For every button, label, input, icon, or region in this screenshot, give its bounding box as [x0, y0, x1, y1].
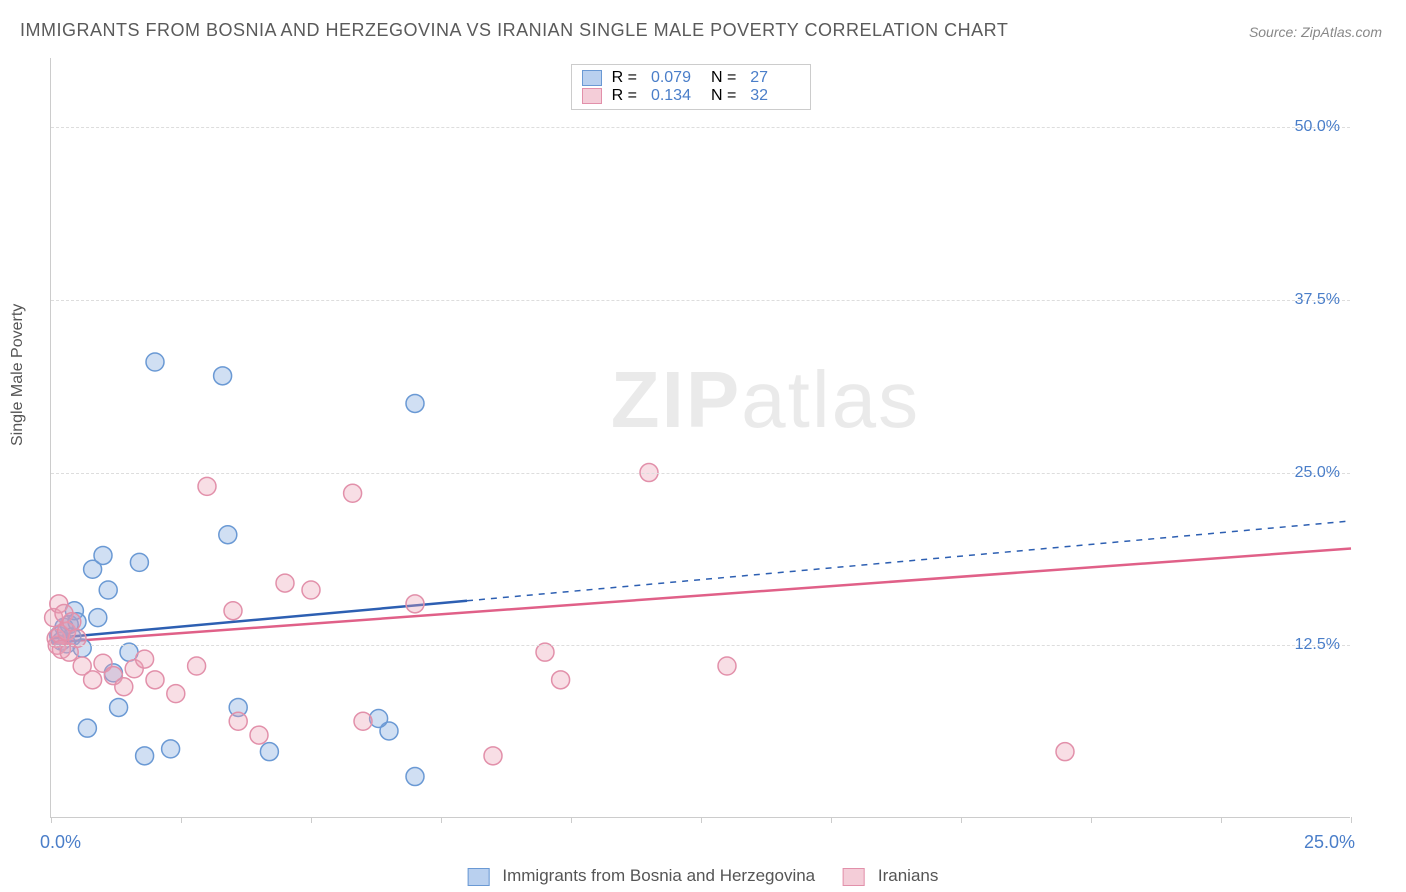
- x-tick-mark: [1091, 817, 1092, 823]
- x-tick-mark: [181, 817, 182, 823]
- data-point-series-1: [484, 747, 502, 765]
- x-axis-max-label: 25.0%: [1304, 832, 1355, 853]
- data-point-series-1: [63, 613, 81, 631]
- data-point-series-1: [718, 657, 736, 675]
- legend-item-1: Iranians: [843, 866, 938, 886]
- data-point-series-1: [1056, 743, 1074, 761]
- legend-bottom-swatch-0: [468, 868, 490, 886]
- data-point-series-1: [167, 685, 185, 703]
- data-point-series-1: [344, 484, 362, 502]
- x-tick-mark: [571, 817, 572, 823]
- data-point-series-1: [84, 671, 102, 689]
- chart-area: ZIPatlas R = 0.079 N = 27 R = 0.134 N = …: [50, 58, 1350, 818]
- y-tick-label: 50.0%: [1295, 118, 1340, 136]
- data-point-series-1: [146, 671, 164, 689]
- x-tick-mark: [1221, 817, 1222, 823]
- x-tick-mark: [441, 817, 442, 823]
- data-point-series-1: [224, 602, 242, 620]
- legend-bottom-label-1: Iranians: [878, 866, 938, 885]
- y-tick-label: 12.5%: [1295, 636, 1340, 654]
- data-point-series-1: [198, 477, 216, 495]
- regression-extrap-0: [467, 521, 1351, 601]
- legend-bottom-label-0: Immigrants from Bosnia and Herzegovina: [502, 866, 815, 885]
- source-label: Source: ZipAtlas.com: [1249, 24, 1382, 40]
- y-tick-label: 37.5%: [1295, 291, 1340, 309]
- grid-line: [51, 473, 1350, 474]
- data-point-series-0: [214, 367, 232, 385]
- data-point-series-0: [130, 553, 148, 571]
- x-tick-mark: [51, 817, 52, 823]
- data-point-series-1: [302, 581, 320, 599]
- series-legend: Immigrants from Bosnia and Herzegovina I…: [468, 866, 939, 886]
- legend-item-0: Immigrants from Bosnia and Herzegovina: [468, 866, 815, 886]
- data-point-series-0: [219, 526, 237, 544]
- x-tick-mark: [831, 817, 832, 823]
- data-point-series-1: [354, 712, 372, 730]
- data-point-series-1: [406, 595, 424, 613]
- data-point-series-0: [78, 719, 96, 737]
- data-point-series-0: [89, 609, 107, 627]
- x-tick-mark: [961, 817, 962, 823]
- data-point-series-0: [136, 747, 154, 765]
- data-point-series-1: [136, 650, 154, 668]
- regression-line-0: [51, 601, 467, 639]
- x-tick-mark: [701, 817, 702, 823]
- data-point-series-1: [115, 678, 133, 696]
- x-axis-min-label: 0.0%: [40, 832, 81, 853]
- data-point-series-1: [250, 726, 268, 744]
- data-point-series-0: [146, 353, 164, 371]
- data-point-series-1: [188, 657, 206, 675]
- regression-line-1: [51, 549, 1351, 643]
- grid-line: [51, 127, 1350, 128]
- grid-line: [51, 645, 1350, 646]
- data-point-series-1: [552, 671, 570, 689]
- chart-title: IMMIGRANTS FROM BOSNIA AND HERZEGOVINA V…: [20, 20, 1008, 41]
- data-point-series-0: [260, 743, 278, 761]
- data-point-series-1: [276, 574, 294, 592]
- data-point-series-0: [406, 768, 424, 786]
- data-point-series-0: [94, 546, 112, 564]
- data-point-series-0: [406, 394, 424, 412]
- plot-svg: [51, 58, 1350, 817]
- y-axis-label: Single Male Poverty: [9, 304, 27, 446]
- data-point-series-0: [162, 740, 180, 758]
- data-point-series-1: [229, 712, 247, 730]
- data-point-series-0: [110, 698, 128, 716]
- x-tick-mark: [1351, 817, 1352, 823]
- data-point-series-0: [99, 581, 117, 599]
- y-tick-label: 25.0%: [1295, 464, 1340, 482]
- x-tick-mark: [311, 817, 312, 823]
- legend-bottom-swatch-1: [843, 868, 865, 886]
- grid-line: [51, 300, 1350, 301]
